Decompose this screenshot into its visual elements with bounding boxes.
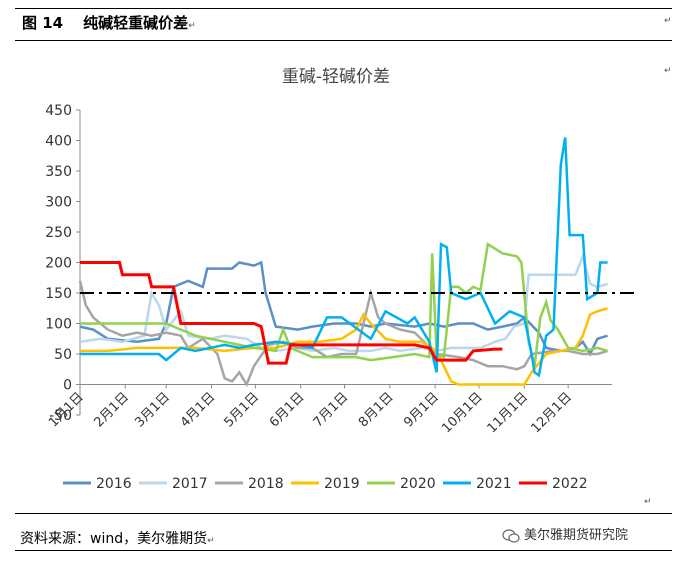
series-line-2017	[79, 252, 608, 353]
header-rule	[15, 40, 672, 41]
chart: 重碱-轻碱价差-500501001502002503003504004501月1…	[45, 67, 634, 492]
legend-label-2018: 2018	[248, 476, 284, 492]
y-tick-label: 300	[45, 195, 72, 211]
x-tick-label: 12月1日	[528, 390, 575, 437]
return-mark: ↵	[207, 536, 215, 546]
x-tick-label: 9月1日	[401, 390, 442, 431]
y-tick-label: 50	[54, 347, 72, 363]
series-line-2022	[80, 261, 503, 365]
series-line-2018	[78, 280, 608, 388]
brand-name: 美尔雅期货研究院	[524, 528, 629, 543]
legend-label-2020: 2020	[400, 476, 436, 492]
legend-label-2016: 2016	[96, 476, 132, 492]
series-line-2020	[80, 242, 608, 367]
figure-header: 图 14 纯碱轻重碱价差↵	[22, 12, 196, 33]
y-tick-label: -50	[49, 408, 72, 424]
figure-title: 纯碱轻重碱价差	[83, 14, 189, 32]
return-mark: ↵	[664, 66, 672, 76]
x-tick-label: 7月1日	[311, 390, 352, 431]
y-tick-label: 450	[45, 103, 72, 119]
x-tick-label: 11月1日	[485, 390, 532, 437]
legend-label-2017: 2017	[172, 476, 208, 492]
series-line-2021	[80, 137, 608, 378]
x-tick-label: 3月1日	[132, 390, 173, 431]
top-border	[15, 8, 672, 9]
y-tick-label: 350	[45, 164, 72, 180]
brand-watermark: 美尔雅期货研究院	[502, 524, 628, 544]
bottom-border	[15, 550, 672, 551]
y-tick-label: 0	[63, 378, 72, 394]
return-mark: ↵	[644, 497, 652, 507]
x-tick-label: 8月1日	[356, 390, 397, 431]
series-line-2019	[80, 307, 608, 386]
x-tick-label: 10月1日	[439, 390, 486, 437]
y-tick-label: 400	[45, 134, 72, 150]
y-tick-label: 250	[45, 225, 72, 241]
y-tick-label: 150	[45, 286, 72, 302]
x-tick-label: 6月1日	[267, 390, 308, 431]
x-tick-label: 2月1日	[91, 390, 132, 431]
footer-rule	[15, 513, 672, 514]
x-tick-label: 5月1日	[222, 390, 263, 431]
legend-label-2022: 2022	[552, 476, 588, 492]
legend-label-2019: 2019	[324, 476, 360, 492]
figure-number: 图 14	[22, 14, 64, 32]
legend-label-2021: 2021	[476, 476, 512, 492]
wechat-logo-icon	[502, 528, 520, 543]
source-note: 资料来源：wind，美尔雅期货↵	[20, 528, 215, 548]
x-tick-label: 4月1日	[178, 390, 219, 431]
y-tick-label: 100	[45, 317, 72, 333]
source-text: 资料来源：wind，美尔雅期货	[20, 531, 208, 547]
return-mark: ↵	[664, 16, 672, 26]
chart-title: 重碱-轻碱价差	[282, 67, 390, 87]
return-mark: ↵	[188, 21, 196, 31]
y-tick-label: 200	[45, 256, 72, 272]
